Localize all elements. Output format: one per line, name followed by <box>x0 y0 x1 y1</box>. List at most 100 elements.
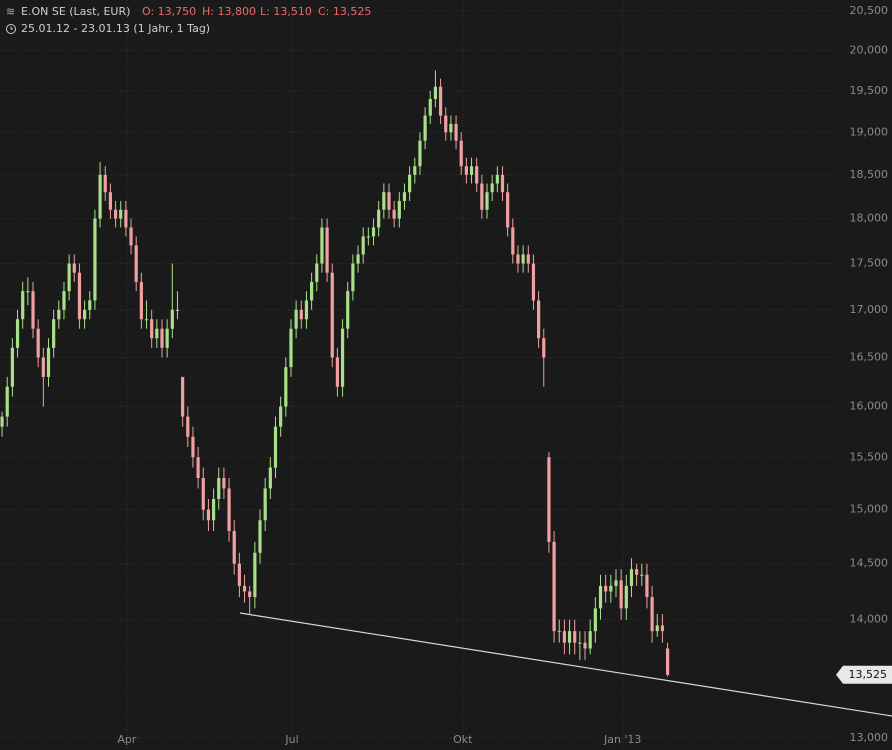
candle-body <box>640 574 644 576</box>
candle-body <box>181 376 185 417</box>
candle-body <box>21 291 25 320</box>
candle-body <box>206 509 211 521</box>
candle-body <box>526 254 530 264</box>
candle-body <box>211 498 216 521</box>
candle-body <box>583 642 587 649</box>
candle-body <box>41 357 45 377</box>
candle-body <box>635 569 639 575</box>
y-tick-label: 15,500 <box>850 450 889 463</box>
candle-body <box>77 272 82 320</box>
candle-body <box>325 227 329 273</box>
chart-icon: ≋ <box>6 5 15 18</box>
candle-body <box>490 183 494 193</box>
y-tick-label: 15,000 <box>850 503 889 516</box>
candle-body <box>495 174 499 184</box>
candle-body <box>500 174 505 193</box>
candle-body <box>552 541 556 632</box>
candle-body <box>413 166 417 175</box>
candle-body <box>315 263 319 282</box>
candle-body <box>36 328 40 358</box>
candle-body <box>15 319 20 348</box>
candle-body <box>335 357 340 387</box>
candle-body <box>454 123 458 141</box>
candle-body <box>26 291 30 293</box>
candle-body <box>310 281 314 301</box>
candle-body <box>340 328 345 387</box>
candle-body <box>438 86 443 116</box>
candle-body <box>31 291 35 329</box>
candle-body <box>279 406 283 427</box>
y-tick-label: 20,500 <box>850 4 889 17</box>
candle-body <box>284 367 288 407</box>
candle-body <box>294 309 298 329</box>
candle-body <box>304 300 309 320</box>
candle-body <box>511 227 515 255</box>
candle-body <box>263 488 267 521</box>
candle-body <box>129 227 133 246</box>
candle-body <box>578 642 582 644</box>
candle-body <box>629 569 634 586</box>
candle-body <box>108 192 113 210</box>
candle-body <box>237 563 241 586</box>
candle-body <box>408 174 412 193</box>
candle-body <box>356 254 360 264</box>
candle-body <box>196 457 200 478</box>
axes: 13,000 14,000 14,500 15,000 15,500 16,000 16,5… <box>117 4 892 746</box>
clock-icon <box>6 24 16 34</box>
candle-body <box>46 347 51 377</box>
candle-body <box>93 218 97 301</box>
grid <box>0 0 835 750</box>
candle-body <box>480 183 484 210</box>
candle-body <box>485 192 489 210</box>
candle-body <box>330 272 334 358</box>
quote-open: O: 13,750 <box>142 5 196 18</box>
candle-body <box>242 585 247 592</box>
x-tick-label: Jan '13 <box>603 733 641 746</box>
candle-body <box>160 328 164 348</box>
candle-body <box>433 86 438 100</box>
candle-body <box>665 648 670 675</box>
candle-body <box>660 625 665 632</box>
candle-body <box>98 174 102 219</box>
candle-body <box>655 625 659 632</box>
y-tick-label: 18,500 <box>850 168 889 181</box>
candle-body <box>459 140 463 167</box>
candle-body <box>273 426 278 468</box>
candle-body <box>619 580 623 609</box>
candles <box>0 70 670 677</box>
candle-body <box>299 309 303 320</box>
candle-body <box>232 531 236 564</box>
candle-body <box>10 347 14 387</box>
candle-body <box>506 192 510 228</box>
candle-body <box>83 309 87 320</box>
quote-close: C: 13,525 <box>318 5 371 18</box>
candle-body <box>397 200 401 219</box>
candle-body <box>542 338 546 358</box>
y-tick-label: 16,000 <box>850 400 889 413</box>
chart-title: E.ON SE (Last, EUR) <box>21 5 130 18</box>
candle-body <box>567 631 572 643</box>
candle-body <box>531 263 536 301</box>
candle-body <box>289 328 293 368</box>
last-price-label: 13,525 <box>849 668 888 681</box>
candle-body <box>119 209 123 219</box>
candle-body <box>217 477 221 499</box>
candle-body <box>222 477 226 489</box>
candle-body <box>382 192 386 210</box>
candle-body <box>562 631 567 643</box>
candle-body <box>573 631 577 643</box>
candle-body <box>464 166 468 175</box>
x-tick-label: Okt <box>453 733 473 746</box>
candle-body <box>191 436 195 458</box>
candle-body <box>371 227 376 237</box>
candle-body <box>227 488 231 532</box>
candle-body <box>268 467 272 489</box>
candle-body <box>253 552 257 598</box>
y-tick-label: 14,500 <box>850 557 889 570</box>
y-tick-label: 18,000 <box>850 212 889 225</box>
candle-body <box>614 580 618 586</box>
candle-body <box>423 115 427 141</box>
candle-body <box>186 416 190 437</box>
candle-body <box>516 254 520 264</box>
